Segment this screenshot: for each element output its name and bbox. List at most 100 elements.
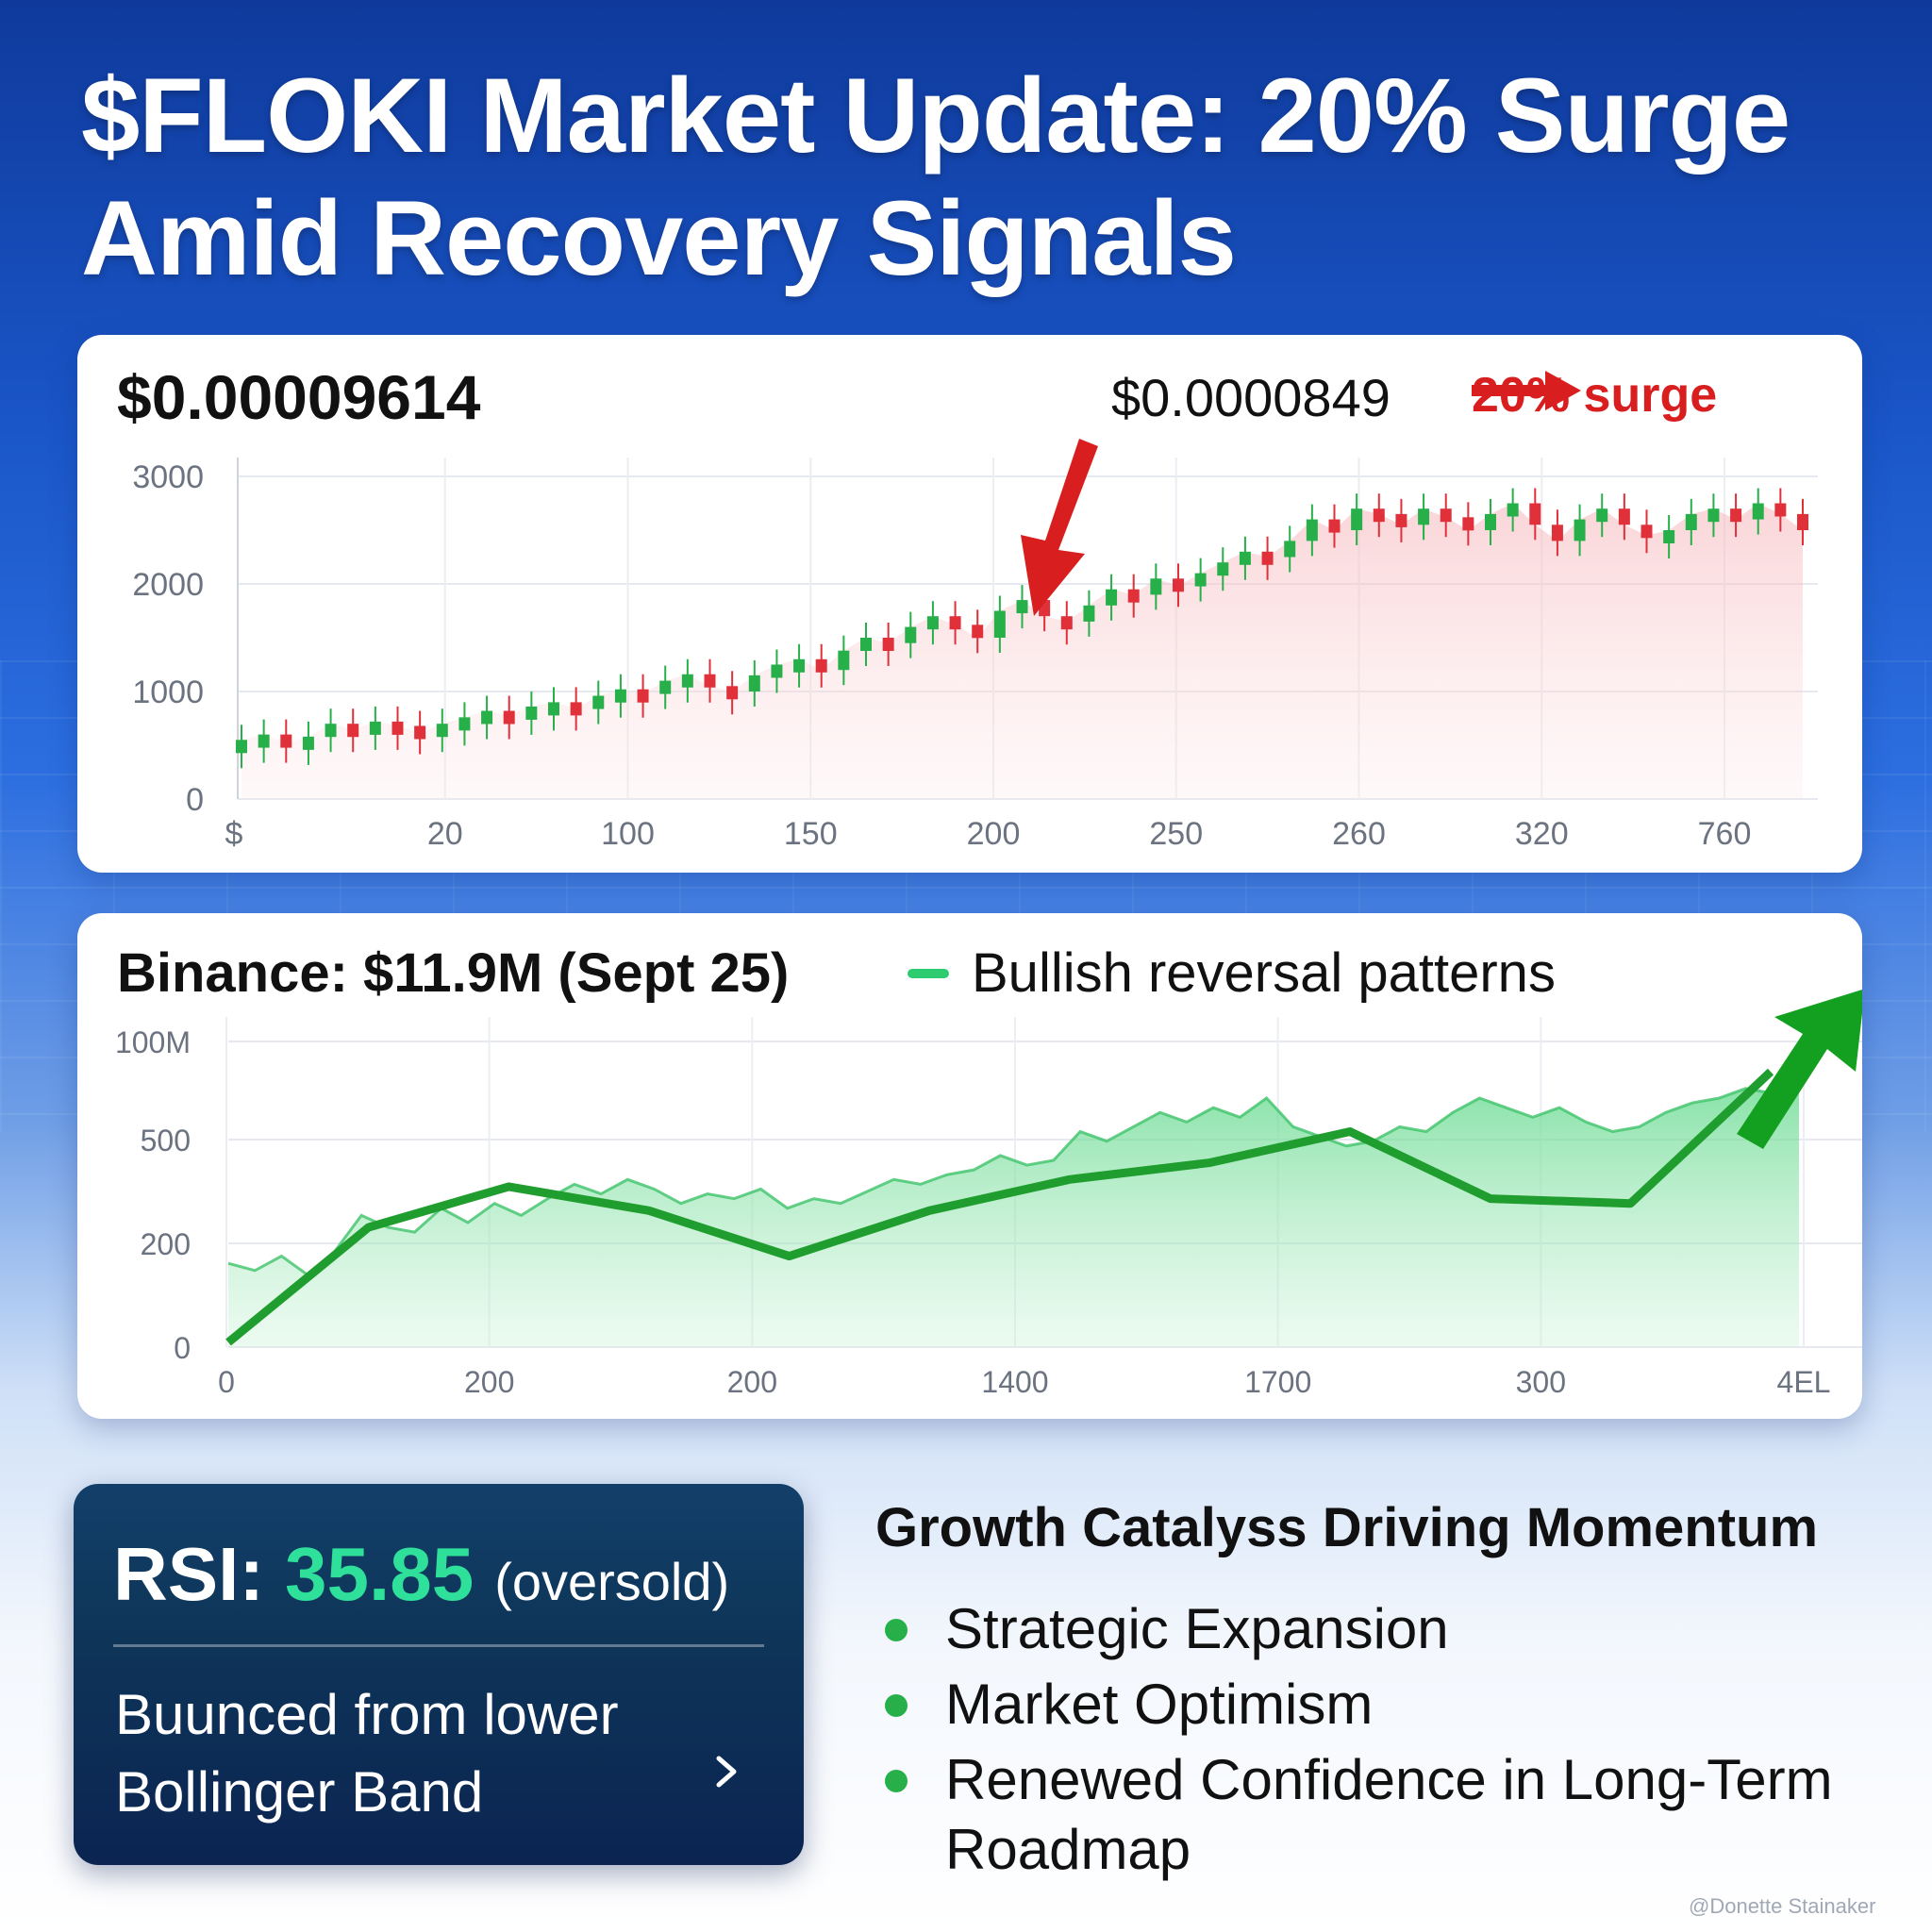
candlestick <box>1060 601 1073 645</box>
catalyst-item: Strategic Expansion <box>877 1594 1877 1664</box>
candlestick <box>1239 536 1251 580</box>
volume-area-chart: 0 200 500 100M 0 200 200 1400 1700 300 4EL <box>115 989 1862 1399</box>
candlestick <box>882 623 894 666</box>
price-area-fill <box>242 503 1803 799</box>
candlestick <box>414 710 426 755</box>
previous-price: $0.0000849 <box>1111 368 1391 427</box>
candlestick <box>993 595 1006 653</box>
candlestick <box>1351 493 1363 545</box>
candlestick <box>280 719 292 763</box>
candlestick <box>949 601 961 645</box>
watermark: @Donette Stainaker <box>1689 1894 1876 1918</box>
candlestick <box>1217 547 1229 591</box>
price-candlestick-chart: 0 1000 2000 3000 $20 100 150 200 250 260 320 760 <box>132 439 1818 852</box>
candlestick <box>258 719 270 763</box>
candlestick <box>1641 509 1653 554</box>
candlestick <box>1797 498 1808 545</box>
candlestick <box>1529 488 1541 541</box>
candlestick <box>1373 493 1385 538</box>
catalyst-item: Market Optimism <box>877 1670 1877 1740</box>
candlestick <box>637 674 649 718</box>
candlestick <box>1507 488 1519 532</box>
right-arrow-icon <box>1472 371 1581 410</box>
candlestick <box>1440 493 1452 538</box>
candlestick <box>1016 585 1028 629</box>
current-price: $0.00009614 <box>117 362 481 432</box>
candlestick <box>860 623 872 666</box>
rsi-divider <box>113 1644 764 1647</box>
candlestick <box>458 702 471 746</box>
catalyst-item: Renewed Confidence in Long-Term Roadmap <box>877 1745 1877 1885</box>
candlestick <box>503 695 515 740</box>
candlestick <box>1284 525 1296 573</box>
candlestick <box>391 706 404 750</box>
candlestick <box>302 721 314 765</box>
candlestick <box>1774 488 1787 532</box>
rsi-value: 35.85 <box>285 1532 475 1616</box>
candlestick <box>748 659 760 707</box>
rsi-state: (oversold) <box>494 1552 730 1611</box>
volume-trend-line <box>225 1068 1774 1346</box>
candlestick <box>838 635 850 686</box>
candlestick <box>570 687 582 731</box>
candlestick <box>1306 504 1318 557</box>
candlestick <box>1752 488 1764 535</box>
candlestick <box>1173 563 1184 608</box>
candlestick <box>592 680 605 724</box>
down-arrow-icon <box>1021 439 1098 616</box>
x-tick-label: 250 <box>1149 816 1203 852</box>
legend-label: Bullish reversal patterns <box>972 942 1556 1004</box>
x-tick-label: 20 <box>427 816 463 852</box>
y-tick-label: 2000 <box>132 567 204 603</box>
candlestick <box>1596 493 1608 538</box>
y-tick-label: 3000 <box>132 459 204 495</box>
candlestick <box>1106 574 1118 621</box>
candlestick <box>1574 504 1586 557</box>
y-tick-label: 1000 <box>132 675 204 710</box>
candlestick <box>1418 493 1430 541</box>
bullet-icon <box>885 1694 908 1717</box>
candlestick <box>1551 509 1563 557</box>
x-tick-label: 200 <box>727 1365 777 1399</box>
candlestick <box>815 643 827 688</box>
candlestick <box>926 601 939 645</box>
x-tick-label: 150 <box>784 816 838 852</box>
rsi-description: Buunced from lower Bollinger Band <box>115 1683 619 1824</box>
candlestick <box>481 695 493 740</box>
volume-noise-line <box>227 1082 1800 1277</box>
x-tick-label: 200 <box>464 1365 514 1399</box>
candlestick <box>1127 574 1140 618</box>
catalyst-label: Market Optimism <box>945 1673 1374 1736</box>
candlestick <box>1485 498 1496 545</box>
volume-area-fill <box>228 1083 1799 1347</box>
bullet-icon <box>885 1619 908 1641</box>
candlestick <box>1194 558 1207 602</box>
x-tick-label: 1400 <box>981 1365 1048 1399</box>
catalyst-label: Renewed Confidence in Long-Term Roadmap <box>945 1748 1833 1881</box>
candlestick <box>1083 590 1095 637</box>
candlestick <box>1328 504 1341 548</box>
candlestick <box>325 708 337 753</box>
candlestick <box>1685 498 1697 545</box>
legend-swatch <box>908 968 949 978</box>
candlestick <box>236 724 247 769</box>
chart-legend: Bullish reversal patterns <box>908 941 1556 1005</box>
rsi-label: RSI: <box>113 1532 264 1616</box>
candlestick <box>436 708 448 753</box>
candlestick <box>548 687 559 731</box>
surge-indicator: 20% surge <box>1472 367 1717 424</box>
volume-chart-card: 0 200 500 100M 0 200 200 1400 1700 300 4EL Binanc… <box>77 913 1862 1419</box>
x-tick-label: 760 <box>1698 816 1752 852</box>
x-tick-label: 0 <box>218 1365 235 1399</box>
rsi-card[interactable]: RSI: 35.85 (oversold) Buunced from lower… <box>74 1484 804 1865</box>
x-tick-label: 1700 <box>1244 1365 1311 1399</box>
x-tick-label: 260 <box>1332 816 1386 852</box>
candlestick <box>1707 493 1720 538</box>
candlestick <box>972 609 984 654</box>
candlestick <box>614 674 626 718</box>
candlestick <box>726 671 739 715</box>
candlestick <box>704 658 716 703</box>
candlestick <box>1150 563 1162 610</box>
chevron-right-icon[interactable] <box>709 1755 743 1789</box>
bullet-icon <box>885 1770 908 1792</box>
